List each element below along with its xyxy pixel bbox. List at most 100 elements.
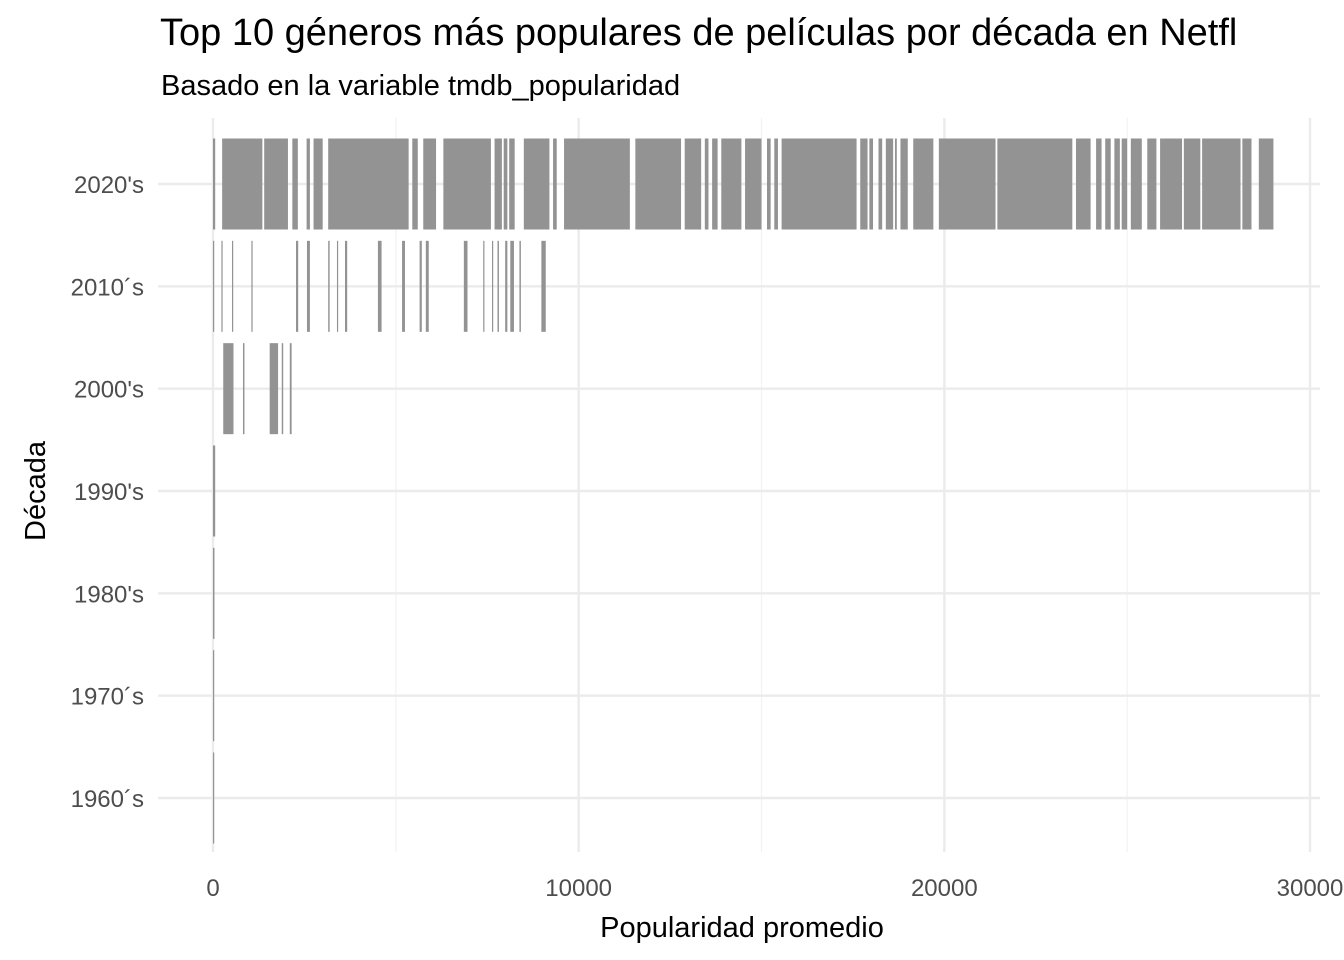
bar (519, 240, 521, 332)
bar (213, 650, 215, 742)
bar (704, 138, 709, 230)
bar (869, 138, 874, 230)
bar (997, 138, 1073, 230)
bar (774, 138, 778, 230)
bar-group (213, 138, 1274, 230)
bar (425, 240, 429, 332)
bar (292, 138, 298, 230)
bar (494, 138, 502, 230)
bar (443, 138, 491, 230)
bar (900, 138, 908, 230)
bar-group (213, 650, 215, 742)
y-tick-label: 2010´s (71, 274, 144, 301)
bar (635, 138, 682, 230)
bar (281, 343, 284, 435)
bar (1130, 138, 1142, 230)
bar (289, 343, 292, 435)
bar (313, 138, 323, 230)
x-axis-tick-labels: 0 10000 20000 30000 (206, 875, 1343, 902)
bar (766, 138, 771, 230)
bar (894, 138, 897, 230)
x-tick-label: 30000 (1277, 875, 1344, 902)
bar (377, 240, 382, 332)
bar (1121, 138, 1128, 230)
y-tick-label: 1980's (74, 581, 144, 608)
bar (328, 240, 330, 332)
bar (306, 240, 310, 332)
bar (423, 138, 437, 230)
bar (264, 138, 288, 230)
bar (523, 138, 550, 230)
bar (1258, 138, 1274, 230)
bar (497, 240, 499, 332)
bar (745, 138, 762, 230)
bars (213, 138, 1274, 844)
y-tick-label: 1960´s (71, 786, 144, 813)
bar (503, 138, 508, 230)
bar (509, 138, 515, 230)
y-axis-tick-labels: 1960´s 1970´s 1980's 1990's 2000's 2010´s 2020… (71, 172, 144, 813)
bar (1114, 138, 1120, 230)
bar-group (213, 240, 546, 332)
bar (213, 547, 215, 639)
bar (221, 240, 223, 332)
bar (541, 240, 546, 332)
bar (296, 240, 299, 332)
bar (492, 240, 494, 332)
bar (336, 240, 339, 332)
x-tick-label: 20000 (911, 875, 978, 902)
bar (878, 138, 883, 230)
bar (721, 138, 742, 230)
bar (232, 240, 234, 332)
y-tick-label: 2020's (74, 172, 144, 199)
bar (213, 752, 215, 844)
bar (242, 343, 245, 435)
bar (913, 138, 934, 230)
bar (269, 343, 279, 435)
minor-gridlines (395, 118, 1128, 852)
bar (223, 343, 234, 435)
bar (1147, 138, 1157, 230)
bar (463, 240, 468, 332)
bar (1096, 138, 1102, 230)
chart-title: Top 10 géneros más populares de película… (160, 12, 1238, 54)
bar (553, 138, 557, 230)
bar (1202, 138, 1241, 230)
bar (1242, 138, 1252, 230)
bar (1160, 138, 1183, 230)
y-axis-title: Década (20, 440, 52, 541)
bar (402, 240, 405, 332)
bar (251, 240, 253, 332)
bar-group (213, 445, 216, 537)
bar (885, 138, 894, 230)
bar (712, 138, 718, 230)
bar (860, 138, 868, 230)
bar (781, 138, 857, 230)
bar (938, 138, 996, 230)
y-tick-label: 1990's (74, 479, 144, 506)
bar-group (223, 343, 292, 435)
bar-group (213, 752, 215, 844)
y-tick-label: 2000's (74, 377, 144, 404)
bar (564, 138, 630, 230)
bar (222, 138, 263, 230)
bar (510, 240, 514, 332)
bar (1075, 138, 1091, 230)
major-gridlines (158, 118, 1320, 852)
bar (505, 240, 508, 332)
bar (1183, 138, 1201, 230)
bar (1105, 138, 1111, 230)
chart-subtitle: Basado en la variable tmdb_popularidad (161, 70, 681, 102)
bar (213, 445, 216, 537)
bar (345, 240, 348, 332)
x-axis-title: Popularidad promedio (600, 912, 884, 944)
bar (419, 240, 422, 332)
bar (684, 138, 702, 230)
x-tick-label: 0 (206, 875, 219, 902)
x-tick-label: 10000 (545, 875, 612, 902)
bar (412, 138, 418, 230)
bar (213, 240, 215, 332)
bar (328, 138, 409, 230)
bar (306, 138, 310, 230)
